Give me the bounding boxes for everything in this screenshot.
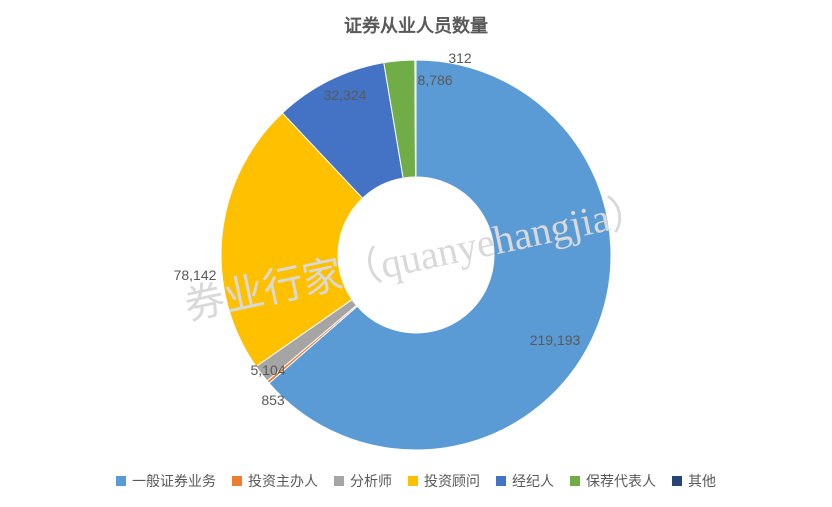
legend-label: 投资顾问 xyxy=(424,471,480,491)
legend-label: 投资主办人 xyxy=(248,471,318,491)
slice-value-label: 219,193 xyxy=(530,332,581,348)
legend-swatch xyxy=(496,476,506,486)
legend-item: 经纪人 xyxy=(496,471,554,491)
legend-item: 保荐代表人 xyxy=(570,471,656,491)
legend-label: 其他 xyxy=(688,471,716,491)
legend-item: 一般证券业务 xyxy=(116,471,216,491)
legend-swatch xyxy=(334,476,344,486)
legend-label: 经纪人 xyxy=(512,471,554,491)
donut-svg xyxy=(0,0,832,507)
donut-slice xyxy=(415,60,416,177)
slice-value-label: 78,142 xyxy=(174,267,217,283)
legend-swatch xyxy=(232,476,242,486)
legend-swatch xyxy=(672,476,682,486)
legend-swatch xyxy=(116,476,126,486)
donut-chart-container: 证券从业人员数量 券业行家（quanyehangjia） 一般证券业务投资主办人… xyxy=(0,0,832,507)
legend-swatch xyxy=(408,476,418,486)
slice-value-label: 5,104 xyxy=(250,362,285,378)
slice-value-label: 32,324 xyxy=(324,87,367,103)
legend-swatch xyxy=(570,476,580,486)
chart-legend: 一般证券业务 投资主办人 分析师 投资顾问 经纪人 保荐代表人 其他 xyxy=(0,471,832,491)
slice-value-label: 8,786 xyxy=(417,72,452,88)
slice-value-label: 312 xyxy=(448,50,471,66)
legend-label: 分析师 xyxy=(350,471,392,491)
legend-item: 投资顾问 xyxy=(408,471,480,491)
legend-item: 其他 xyxy=(672,471,716,491)
legend-label: 保荐代表人 xyxy=(586,471,656,491)
legend-label: 一般证券业务 xyxy=(132,471,216,491)
slice-value-label: 853 xyxy=(261,392,284,408)
legend-item: 投资主办人 xyxy=(232,471,318,491)
legend-item: 分析师 xyxy=(334,471,392,491)
